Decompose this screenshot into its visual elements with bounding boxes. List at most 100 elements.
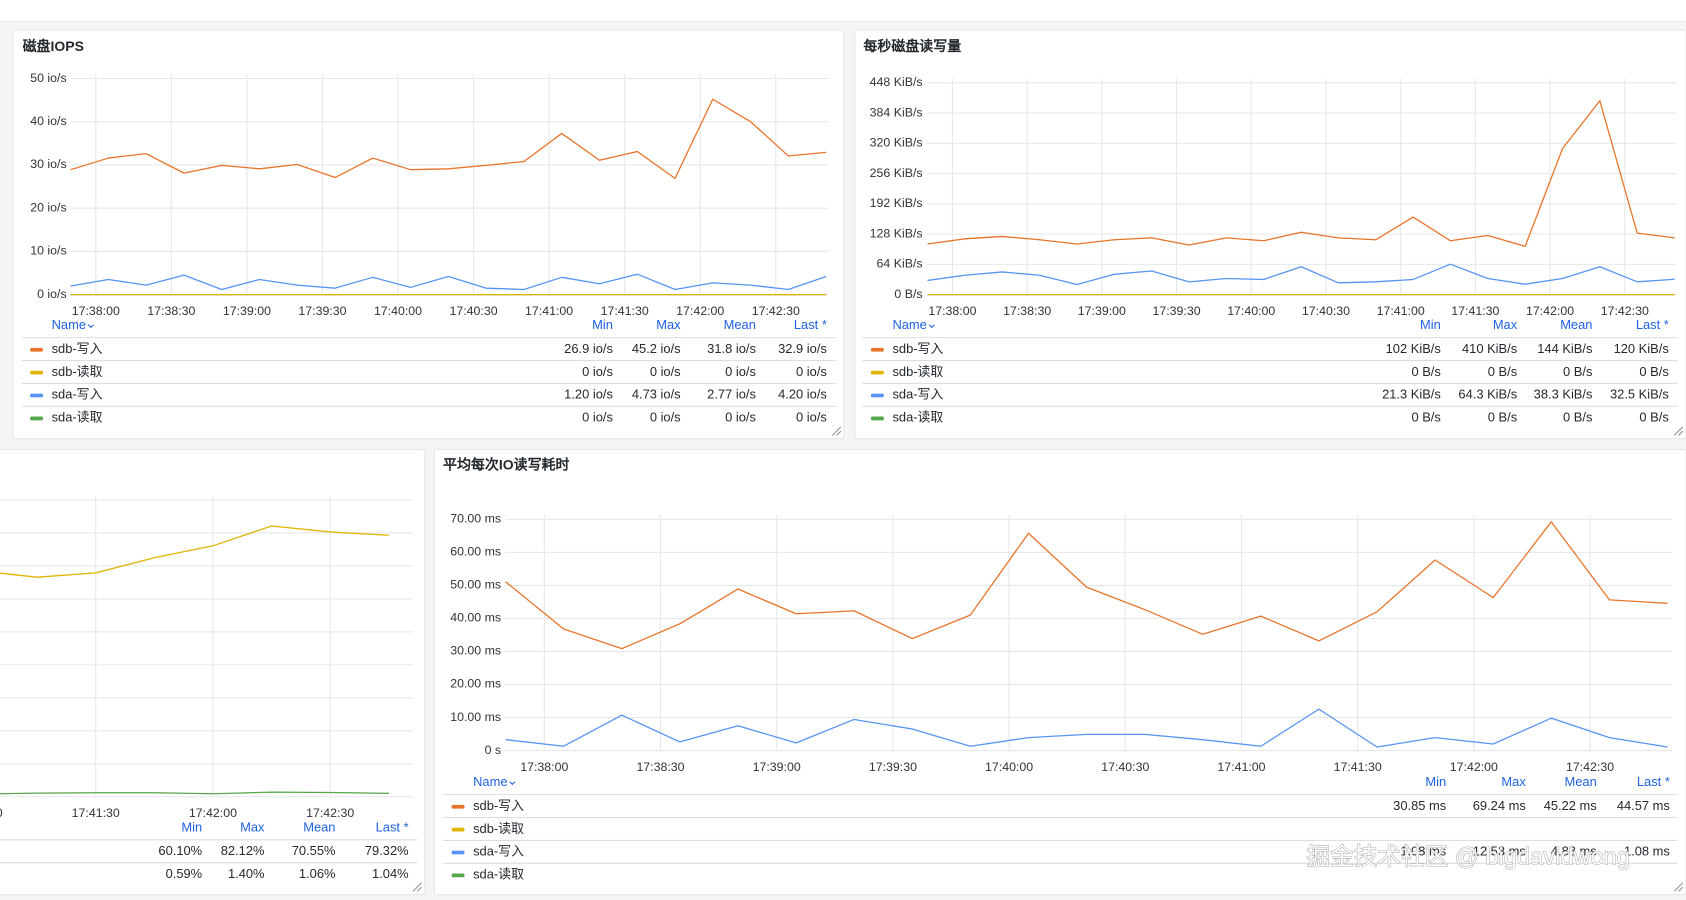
sort-icon [87,324,94,329]
legend-stat: 30.85 ms [1393,798,1446,813]
series-line [0,525,389,578]
legend-name: sdb-写入 [892,341,943,356]
legend-swatch [451,873,465,878]
legend-name: sda-读取 [892,410,943,425]
legend-header: Max [1493,317,1518,332]
y-tick-label: 50 io/s [30,71,66,85]
legend-stat: 0 io/s [796,364,827,379]
y-tick-label: 10 io/s [30,244,66,258]
x-tick-label: 17:38:30 [636,760,684,774]
legend-stat: 120 KiB/s [1614,341,1669,356]
legend-header: Mean [724,317,756,332]
watermark: 掘金技术社区 @ bigdavidwong [1306,843,1630,870]
x-tick-label: 17:42:00 [1526,304,1574,318]
legend-stat: 0 B/s [1488,364,1517,379]
legend-name: sdb-写入 [473,798,524,813]
y-tick-label: 256 KiB/s [870,166,923,180]
legend-stat: 38.3 KiB/s [1534,387,1593,402]
x-tick-label: 17:41:00 [0,806,3,820]
legend-stat: 0 io/s [725,410,756,425]
y-tick-label: 320 KiB/s [870,136,923,150]
y-tick-label: 70.00 ms [450,512,501,526]
legend-stat: 32.5 KiB/s [1610,387,1669,402]
legend-stat: 44.57 ms [1617,798,1670,813]
sort-icon [509,781,516,786]
x-tick-label: 17:40:30 [1302,304,1350,318]
legend-stat: 1.40% [228,866,265,881]
y-tick-label: 0 io/s [37,287,67,301]
y-tick-label: 30 io/s [30,157,66,171]
y-tick-label: 40.00 ms [450,611,501,625]
legend-stat: 0 io/s [582,364,613,379]
legend-swatch [30,347,44,352]
legend-stat: 0 io/s [796,410,827,425]
panel-content: 磁盘IOPS 0 io/s 10 io/s 20 io/s 30 io/s 40 io/s… [21,38,836,425]
x-tick-label: 17:40:30 [450,304,498,318]
legend-stat: 79.32% [365,843,409,858]
legend-header: Last * [376,819,409,834]
legend-stat: 0 B/s [1563,410,1592,425]
x-tick-label: 17:39:00 [1078,304,1126,318]
legend-stat: 45.2 io/s [632,341,681,356]
legend-stat: 4.73 io/s [632,387,681,402]
legend-swatch [870,416,884,421]
legend-stat: 1.06% [299,866,336,881]
panel-bg [12,29,845,440]
legend-name: sda-写入 [52,387,103,402]
legend-stat: 82.12% [221,843,265,858]
legend-stat: 31.8 io/s [707,341,756,356]
y-tick-label: 384 KiB/s [870,105,923,119]
legend-stat: 26.9 io/s [564,341,613,356]
legend-stat: 0 io/s [725,364,756,379]
x-tick-label: 17:39:00 [223,304,271,318]
legend-name: sdb-读取 [892,364,943,379]
legend-stat: 64.3 KiB/s [1458,387,1517,402]
legend-header: Last * [1637,774,1670,789]
x-tick-label: 17:38:30 [1003,304,1051,318]
y-tick-label: 50.00 ms [450,578,501,592]
legend-swatch [30,393,44,398]
x-tick-label: 17:39:30 [1152,304,1200,318]
x-tick-label: 17:39:00 [753,760,801,774]
legend-stat: 0 B/s [1639,410,1668,425]
y-tick-label: 0 s [485,743,502,757]
legend-stat: 0 B/s [1488,410,1517,425]
x-tick-label: 17:41:30 [1451,304,1499,318]
y-tick-label: 10.00 ms [450,710,501,724]
y-tick-label: 448 KiB/s [870,75,923,89]
legend-header: Max [240,819,265,834]
legend-header: Max [656,317,681,332]
legend-swatch [870,393,884,398]
x-tick-label: 17:41:00 [1377,304,1425,318]
series-line [70,98,827,180]
legend-stat: 0 B/s [1411,410,1440,425]
x-tick-label: 17:41:00 [1217,760,1265,774]
series-line [70,273,827,291]
panel-top [0,0,1686,23]
x-tick-label: 17:42:30 [1601,304,1649,318]
legend-stat: 4.88 ms [1551,844,1597,859]
panel-bg [433,448,1686,896]
legend-stat: 1.20 io/s [564,387,613,402]
legend-header-name: Name [52,317,86,332]
legend-stat: 21.3 KiB/s [1382,387,1441,402]
x-tick-label: 17:38:00 [72,304,120,318]
y-tick-label: 192 KiB/s [870,196,923,210]
x-tick-label: 17:40:00 [985,760,1033,774]
x-tick-label: 17:42:30 [752,304,800,318]
resize-handle [1673,426,1684,436]
legend-header: Mean [303,819,335,834]
legend-stat: 69.24 ms [1473,798,1526,813]
legend-swatch [30,370,44,375]
legend-header: Mean [1565,774,1597,789]
sort-icon [928,324,935,329]
series-line [927,263,1675,286]
x-tick-label: 17:39:30 [298,304,346,318]
y-tick-label: 20 io/s [30,200,66,214]
resize-handle [412,882,422,892]
panel-content: 平均每次IO读写耗时 0 s 10.00 ms 20.00 ms 30.00 ms 40.… [443,456,1678,882]
y-tick-label: 64 KiB/s [877,257,923,271]
legend-swatch [30,416,44,421]
series-line [927,100,1675,247]
